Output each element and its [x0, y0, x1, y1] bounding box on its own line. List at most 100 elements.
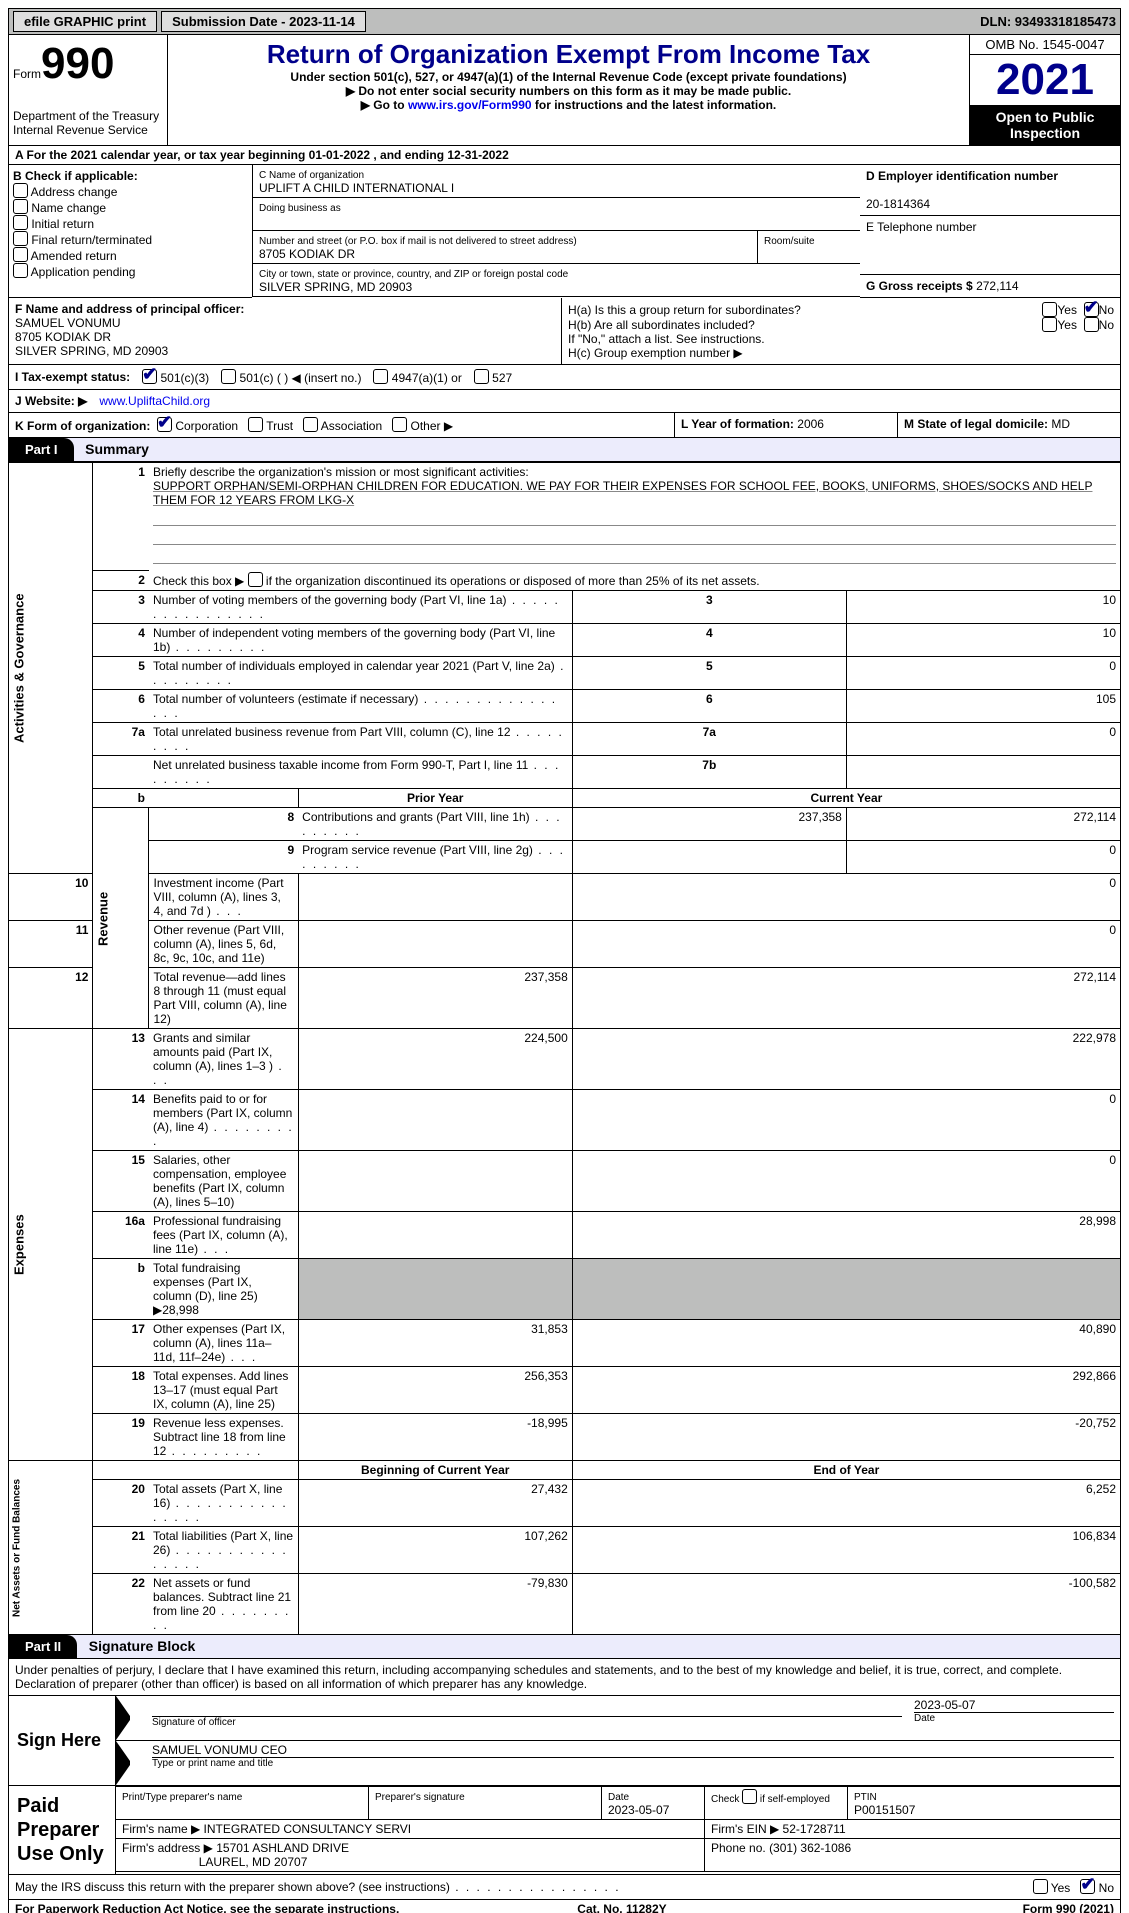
paid-preparer-lbl: Paid Preparer Use Only — [9, 1786, 116, 1874]
sig-date: 2023-05-07 — [914, 1698, 1114, 1712]
lbl: 501(c)(3) — [161, 371, 210, 385]
l7bv — [846, 756, 1120, 789]
l15c: 0 — [572, 1151, 1120, 1212]
l4t: Number of independent voting members of … — [149, 624, 572, 657]
firm-name: INTEGRATED CONSULTANCY SERVI — [204, 1822, 412, 1836]
l5v: 0 — [846, 657, 1120, 690]
hb-note: If "No," attach a list. See instructions… — [568, 332, 1114, 346]
ha-lbl: H(a) Is this a group return for subordin… — [568, 303, 1042, 317]
summary-table: Activities & Governance 1 Briefly descri… — [8, 462, 1121, 1635]
l17c: 40,890 — [572, 1320, 1120, 1367]
col-curr: Current Year — [572, 789, 1120, 808]
gross-val: 272,114 — [976, 279, 1019, 293]
lbl-name-change: Name change — [31, 201, 106, 215]
l20c: 6,252 — [572, 1480, 1120, 1527]
cb-may-yes[interactable] — [1033, 1879, 1048, 1894]
cb-name-change[interactable] — [13, 199, 28, 214]
l20p: 27,432 — [298, 1480, 572, 1527]
cb-may-no[interactable] — [1080, 1879, 1095, 1894]
cb-ha-yes[interactable] — [1042, 302, 1057, 317]
cb-501c3[interactable] — [142, 369, 157, 384]
f-addr2: SILVER SPRING, MD 20903 — [15, 344, 168, 358]
lbl: 4947(a)(1) or — [392, 371, 462, 385]
phone-lbl: Phone no. — [711, 1841, 766, 1855]
l21c: 106,834 — [572, 1527, 1120, 1574]
website-link[interactable]: www.UpliftaChild.org — [99, 394, 210, 408]
f-addr1: 8705 KODIAK DR — [15, 330, 111, 344]
cb-amended[interactable] — [13, 247, 28, 262]
irs-link[interactable]: www.irs.gov/Form990 — [408, 98, 532, 112]
l15t: Salaries, other compensation, employee b… — [149, 1151, 298, 1212]
l16at: Professional fundraising fees (Part IX, … — [149, 1212, 298, 1259]
l11p — [298, 921, 572, 968]
form-number: Form990 — [13, 39, 163, 89]
l10t: Investment income (Part VIII, column (A)… — [149, 874, 298, 921]
cb-address-change[interactable] — [13, 183, 28, 198]
cb-self-employed[interactable] — [742, 1789, 757, 1804]
dln-label: DLN: 93493318185473 — [980, 14, 1116, 29]
prep-date: 2023-05-07 — [608, 1803, 669, 1817]
tel-lbl: E Telephone number — [866, 220, 977, 234]
cb-hb-no[interactable] — [1084, 317, 1099, 332]
phone: (301) 362-1086 — [769, 1841, 851, 1855]
firm-ein-lbl: Firm's EIN ▶ — [711, 1822, 779, 1836]
l12c: 272,114 — [572, 968, 1120, 1029]
bn: 6 — [572, 690, 846, 723]
m-lbl: M State of legal domicile: — [904, 417, 1048, 431]
l22p: -79,830 — [298, 1574, 572, 1635]
vert-net: Net Assets or Fund Balances — [9, 1461, 93, 1635]
page-footer: For Paperwork Reduction Act Notice, see … — [8, 1900, 1121, 1913]
cb-discontinued[interactable] — [248, 572, 263, 587]
ptin: P00151507 — [854, 1803, 915, 1817]
col-prior: Prior Year — [298, 789, 572, 808]
part2-header: Part II Signature Block — [8, 1635, 1121, 1659]
bn: 5 — [572, 657, 846, 690]
lbl: Trust — [266, 419, 293, 433]
cb-501c[interactable] — [221, 369, 236, 384]
row-a-calendar: A For the 2021 calendar year, or tax yea… — [8, 146, 1121, 165]
cb-4947[interactable] — [373, 369, 388, 384]
vert-expenses: Expenses — [9, 1029, 93, 1461]
signature-section: Under penalties of perjury, I declare th… — [8, 1659, 1121, 1900]
cb-hb-yes[interactable] — [1042, 317, 1057, 332]
cb-assoc[interactable] — [303, 417, 318, 432]
q1-txt: SUPPORT ORPHAN/SEMI-ORPHAN CHILDREN FOR … — [153, 479, 1093, 507]
cb-ha-no[interactable] — [1084, 302, 1099, 317]
lbl: Yes — [1051, 1881, 1071, 1895]
bn: 3 — [572, 591, 846, 624]
lbl: Other ▶ — [411, 419, 454, 433]
cb-pending[interactable] — [13, 263, 28, 278]
f-lbl: F Name and address of principal officer: — [15, 302, 244, 316]
warning-goto: ▶ Go to www.irs.gov/Form990 for instruct… — [172, 98, 965, 112]
omb-number: OMB No. 1545-0047 — [970, 35, 1120, 55]
name-lbl: C Name of organization — [259, 170, 364, 181]
dept-label: Department of the Treasury — [13, 109, 163, 123]
cb-trust[interactable] — [248, 417, 263, 432]
cb-other[interactable] — [392, 417, 407, 432]
l16bt: Total fundraising expenses (Part IX, col… — [149, 1259, 298, 1320]
l18t: Total expenses. Add lines 13–17 (must eq… — [149, 1367, 298, 1414]
cb-527[interactable] — [474, 369, 489, 384]
cb-initial-return[interactable] — [13, 215, 28, 230]
l9c: 0 — [846, 841, 1120, 874]
date-lbl2: Date — [608, 1792, 629, 1803]
cb-corp[interactable] — [157, 417, 172, 432]
col-end: End of Year — [572, 1461, 1120, 1480]
date-lbl: Date — [914, 1712, 1114, 1724]
vert-activities: Activities & Governance — [9, 463, 93, 874]
l15p — [298, 1151, 572, 1212]
efile-print-button[interactable]: efile GRAPHIC print — [13, 11, 157, 32]
l21p: 107,262 — [298, 1527, 572, 1574]
lbl-pending: Application pending — [31, 265, 136, 279]
form-title: Return of Organization Exempt From Incom… — [172, 39, 965, 70]
website-row: J Website: ▶ www.UpliftaChild.org — [8, 390, 1121, 413]
submission-date-button[interactable]: Submission Date - 2023-11-14 — [161, 11, 366, 32]
form-subtitle: Under section 501(c), 527, or 4947(a)(1)… — [172, 70, 965, 84]
cb-final-return[interactable] — [13, 231, 28, 246]
paid-preparer-table: Print/Type preparer's name Preparer's si… — [116, 1786, 1120, 1872]
shade — [572, 1259, 1120, 1320]
suite-lbl: Room/suite — [764, 236, 815, 247]
f-name: SAMUEL VONUMU — [15, 316, 121, 330]
lbl-amended: Amended return — [31, 249, 117, 263]
arrow-icon — [116, 1696, 142, 1740]
